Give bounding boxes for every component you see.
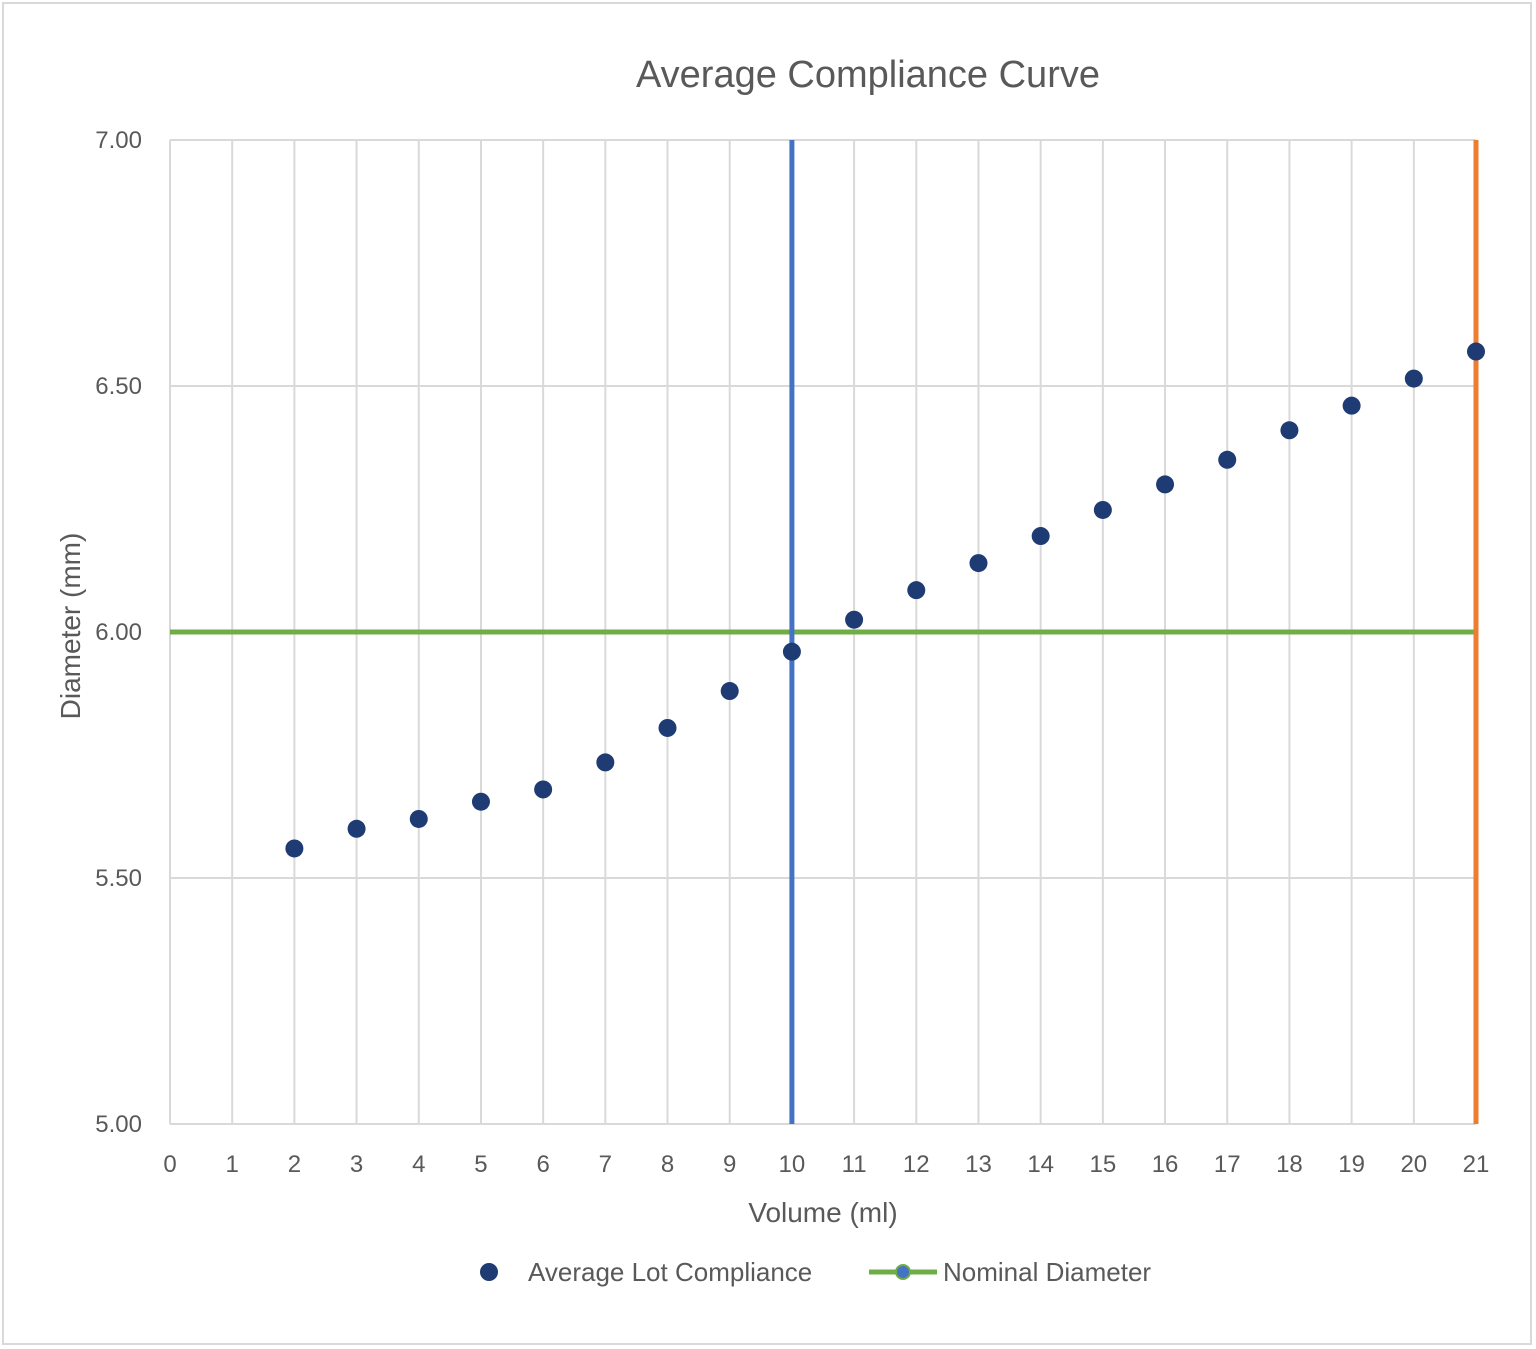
legend: Average Lot Compliance Nominal Diameter <box>480 1257 1151 1287</box>
legend-marker-average-lot-compliance <box>480 1263 498 1281</box>
x-tick-label: 11 <box>842 1151 867 1178</box>
data-point <box>471 792 490 811</box>
chart-title: Average Compliance Curve <box>636 54 1100 96</box>
data-point <box>845 610 864 629</box>
x-axis-title: Volume (ml) <box>748 1197 897 1228</box>
reference-lines <box>170 140 1479 1124</box>
y-tick-label: 5.00 <box>95 1111 142 1138</box>
y-axis-title: Diameter (mm) <box>55 533 86 720</box>
x-tick-label: 9 <box>723 1151 736 1178</box>
x-tick-label: 6 <box>536 1151 549 1178</box>
data-point <box>907 581 926 600</box>
x-tick-label: 21 <box>1463 1151 1490 1178</box>
y-tick-label: 5.50 <box>95 865 142 892</box>
x-tick-label: 19 <box>1338 1151 1365 1178</box>
data-point <box>1280 421 1299 440</box>
x-tick-label: 0 <box>163 1151 176 1178</box>
data-point <box>1156 475 1175 494</box>
data-point <box>658 718 677 737</box>
y-tick-label: 6.00 <box>95 619 142 646</box>
y-tick-label: 7.00 <box>95 127 142 154</box>
data-point <box>969 554 988 573</box>
x-tick-label: 18 <box>1276 1151 1303 1178</box>
data-point <box>285 839 304 858</box>
data-point <box>1467 342 1485 361</box>
data-point <box>1342 396 1361 415</box>
x-tick-label: 14 <box>1027 1151 1054 1178</box>
data-point <box>782 642 801 661</box>
data-point <box>1218 450 1237 469</box>
data-point <box>720 682 739 701</box>
x-tick-label: 2 <box>288 1151 301 1178</box>
legend-marker-nominal-diameter <box>895 1264 911 1280</box>
data-point <box>1404 369 1423 388</box>
x-tick-label: 20 <box>1400 1151 1427 1178</box>
data-point <box>1093 500 1112 519</box>
x-tick-label: 1 <box>226 1151 239 1178</box>
x-tick-label: 7 <box>599 1151 612 1178</box>
x-tick-label: 8 <box>661 1151 674 1178</box>
x-tick-label: 15 <box>1090 1151 1117 1178</box>
x-tick-label: 3 <box>350 1151 363 1178</box>
legend-label-nominal-diameter: Nominal Diameter <box>943 1257 1151 1287</box>
data-point <box>409 809 428 828</box>
legend-label-average-lot-compliance: Average Lot Compliance <box>528 1257 812 1287</box>
data-point <box>534 780 553 799</box>
y-tick-label: 6.50 <box>95 373 142 400</box>
x-tick-labels: 0 1 2 3 4 5 6 7 8 9 10 11 12 13 14 15 16 17 18 19 20 21 <box>163 1151 1489 1178</box>
x-tick-label: 17 <box>1214 1151 1241 1178</box>
x-tick-label: 4 <box>412 1151 425 1178</box>
x-tick-label: 5 <box>474 1151 487 1178</box>
y-tick-labels: 5.00 5.50 6.00 6.50 7.00 <box>95 127 142 1138</box>
x-tick-label: 16 <box>1152 1151 1179 1178</box>
data-point <box>1031 527 1050 546</box>
data-point <box>596 753 615 772</box>
data-points <box>285 342 1485 858</box>
x-tick-label: 12 <box>903 1151 930 1178</box>
x-tick-label: 10 <box>779 1151 806 1178</box>
data-point <box>347 819 366 838</box>
x-tick-label: 13 <box>965 1151 992 1178</box>
